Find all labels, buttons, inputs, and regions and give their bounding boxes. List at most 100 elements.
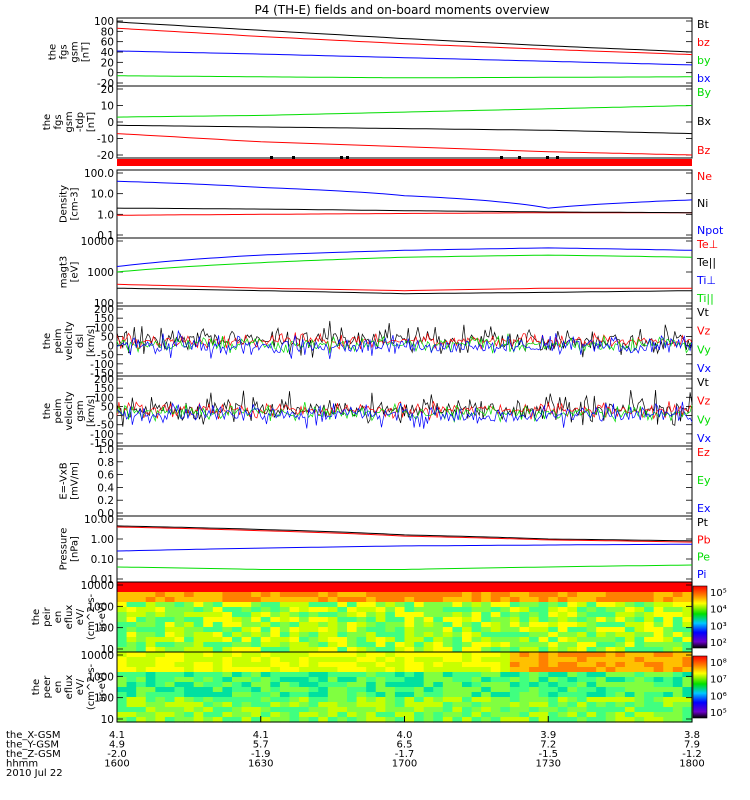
tick-label: -20 [97, 150, 114, 162]
y-axis-label: the [42, 333, 53, 349]
colorbar-label: 10⁵ [710, 708, 727, 719]
legend-Ez: Ez [697, 446, 710, 459]
tick-label: 0.6 [97, 470, 114, 482]
legend-bz: bz [697, 36, 710, 49]
tick-label: 0.0 [97, 508, 114, 520]
y-axis-label: [km/s] [86, 325, 97, 357]
legend-Vx: Vx [697, 432, 712, 445]
y-axis-label: velocity [64, 321, 75, 360]
tick-label: 10.00 [84, 514, 114, 526]
y-axis-label: eV/ [75, 678, 86, 695]
tick-label: 0 [107, 411, 114, 423]
legend-Ey: Ey [697, 474, 711, 487]
y-axis-label: fgs [59, 44, 70, 59]
legend-Te⊥: Te⊥ [696, 238, 718, 251]
tick-label: 1.0 [97, 444, 114, 456]
legend-Pe: Pe [697, 551, 710, 564]
x-tick-Z: -1.9 [251, 749, 271, 760]
y-axis-label: fgs [53, 114, 64, 129]
series-Ti|| [116, 254, 693, 273]
velocity-trace [116, 389, 693, 427]
x-tick-Y: 4.9 [109, 740, 125, 751]
series-Npot [116, 180, 693, 209]
x-tick-X: 4.1 [253, 730, 269, 741]
tick-label: -50 [97, 350, 114, 362]
y-axis-label: Density [59, 185, 70, 223]
tick-label: 0.4 [97, 482, 114, 494]
legend-Te||: Te|| [696, 256, 716, 269]
series-Te|| [116, 287, 692, 295]
x-tick-Z: -2.0 [107, 749, 127, 760]
tick-label: 200 [94, 304, 114, 316]
legend-Ti⊥: Ti⊥ [696, 274, 716, 287]
y-axis-label: eflux [64, 605, 75, 630]
legend-Bz: Bz [697, 144, 711, 157]
panel-frame [116, 305, 693, 377]
tick-label: 10000 [81, 650, 114, 662]
series-Bx [116, 124, 693, 135]
x-row-label: the_Z-GSM [6, 749, 61, 760]
colorbar-label: 10⁵ [710, 588, 727, 599]
series-by [117, 75, 692, 79]
panel-frame [116, 445, 693, 517]
y-axis-label: sr-eV) [97, 602, 108, 631]
y-axis-label: the [48, 44, 59, 60]
series-Bz [116, 133, 693, 156]
x-row-label: 2010 Jul 22 [6, 768, 63, 779]
x-tick-hhmm: 1600 [104, 759, 129, 770]
tick-label: 50 [101, 331, 114, 343]
tick-label: 20 [101, 57, 114, 69]
x-tick-X: 3.9 [540, 730, 556, 741]
tick-label: 0.8 [97, 457, 114, 469]
panel-8: 10.00 1.00 0.10 0.01 Pressure [nPa] Pt Pb Pe Pi [59, 514, 711, 586]
panel-4: 10000 1000 100 magt3 [eV] Te⊥ Te|| Ti⊥ Ti|| [59, 236, 719, 310]
legend-Bx: Bx [697, 115, 712, 128]
y-axis-label: gsm [75, 400, 86, 421]
colorbar-label: 10⁷ [710, 675, 727, 686]
x-tick-Z: -1.7 [395, 749, 415, 760]
x-tick-Y: 5.7 [253, 740, 269, 751]
y-axis-label: [km/s] [86, 395, 97, 427]
y-axis-label: eV/ [75, 608, 86, 625]
tick-label: 100 [94, 623, 114, 635]
series-Pt [116, 525, 693, 542]
tick-label: 0 [107, 68, 114, 80]
y-axis-label: peir [42, 606, 53, 626]
legend-Vx: Vx [697, 362, 712, 375]
x-tick-hhmm: 1700 [392, 759, 417, 770]
tick-label: 10000 [81, 580, 114, 592]
x-row-label: the_X-GSM [6, 730, 60, 741]
legend-Pb: Pb [697, 533, 711, 546]
panel-10: 10⁸ 10⁷ 10⁶ 10⁵ 10000 1000 100 10 the peer en eflux… [31, 650, 727, 726]
tick-label: 1.00 [91, 534, 114, 546]
y-axis-label: the [42, 403, 53, 419]
tick-label: 1.0 [97, 209, 114, 221]
series-Te⊥ [116, 283, 692, 292]
series-Pe [116, 564, 693, 570]
colorbar-10 [692, 655, 708, 719]
series-Ne [116, 212, 692, 216]
y-axis-label: peim [53, 398, 64, 423]
y-axis-label: -tdp [75, 112, 86, 132]
y-axis-label: magt3 [59, 256, 70, 289]
panel-3: 100.0 10.0 1.0 0.1 Density [cm-3] Ne Ni Npot [59, 168, 724, 242]
tick-label: -150 [90, 368, 114, 380]
tick-label: -150 [90, 438, 114, 450]
legend-By: By [697, 86, 712, 99]
legend-Vz: Vz [697, 325, 711, 338]
y-axis-label: velocity [64, 391, 75, 430]
legend-Vy: Vy [697, 413, 711, 426]
legend-Vt: Vt [697, 306, 710, 319]
x-tick-X: 4.0 [397, 730, 413, 741]
y-axis-label: [eV] [70, 262, 81, 283]
tick-label: 20 [101, 84, 114, 96]
tick-label: 0 [107, 117, 114, 129]
colorbar-label: 10⁸ [710, 658, 727, 669]
legend-Pt: Pt [697, 516, 709, 529]
velocity-trace [116, 401, 693, 421]
tick-label: 150 [94, 313, 114, 325]
x-tick-hhmm: 1630 [248, 759, 273, 770]
tick-label: 10 [101, 101, 114, 113]
